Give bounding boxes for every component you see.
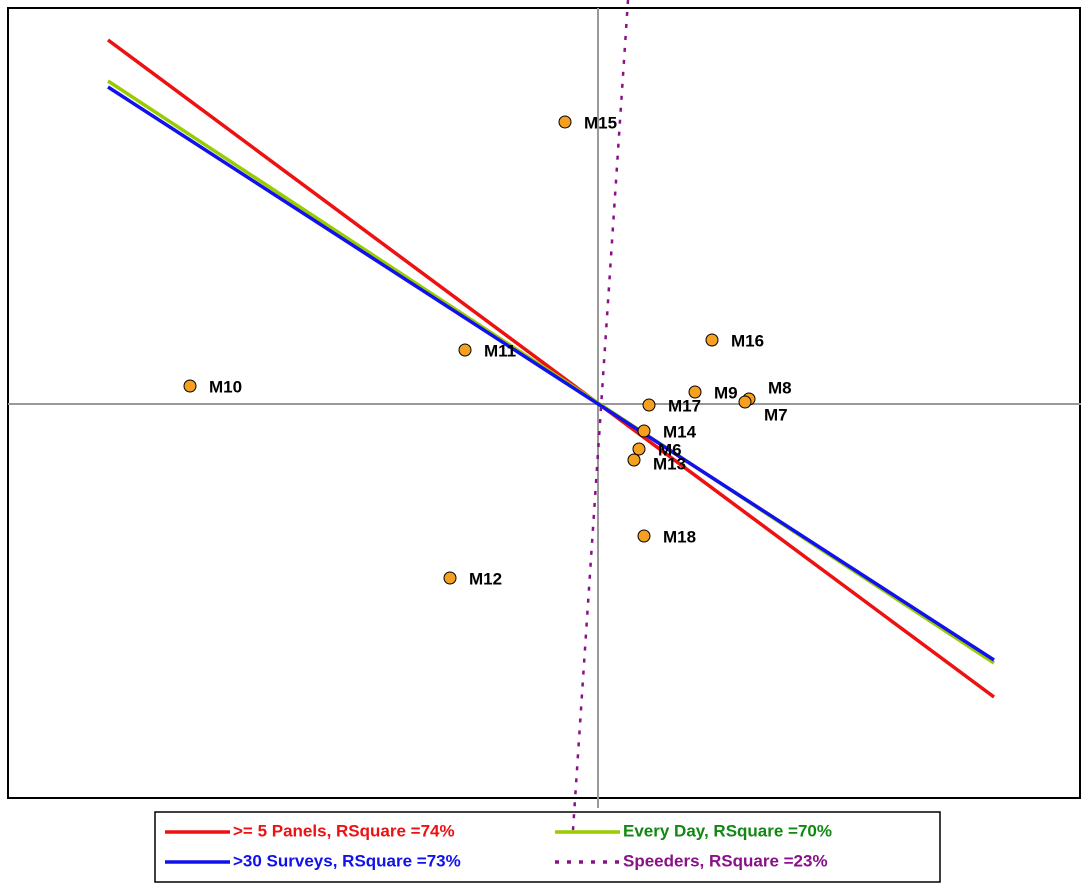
data-point bbox=[688, 385, 702, 399]
point-label: M12 bbox=[469, 569, 502, 588]
data-point bbox=[705, 333, 719, 347]
legend-label: Speeders, RSquare =23% bbox=[623, 851, 828, 870]
point-label: M10 bbox=[209, 377, 242, 396]
data-point bbox=[443, 571, 457, 585]
data-point bbox=[627, 453, 641, 467]
point-label: M9 bbox=[714, 383, 738, 402]
point-label: M6 bbox=[658, 440, 682, 459]
point-label: M14 bbox=[663, 422, 697, 441]
point-label: M8 bbox=[768, 378, 792, 397]
data-point bbox=[632, 442, 646, 456]
legend-label: >= 5 Panels, RSquare =74% bbox=[233, 821, 455, 840]
data-point bbox=[183, 379, 197, 393]
data-point bbox=[458, 343, 472, 357]
trend-line bbox=[107, 85, 995, 662]
data-point bbox=[642, 398, 656, 412]
data-point bbox=[738, 395, 752, 409]
data-point bbox=[637, 529, 651, 543]
point-label: M18 bbox=[663, 527, 696, 546]
point-label: M15 bbox=[584, 113, 617, 132]
point-label: M7 bbox=[764, 405, 788, 424]
point-label: M13 bbox=[653, 454, 686, 473]
data-point bbox=[637, 424, 651, 438]
point-label: M16 bbox=[731, 331, 764, 350]
legend-label: Every Day, RSquare =70% bbox=[623, 821, 832, 840]
point-label: M17 bbox=[668, 396, 701, 415]
legend-box bbox=[154, 811, 941, 883]
legend-label: >30 Surveys, RSquare =73% bbox=[233, 851, 461, 870]
point-label: M11 bbox=[484, 341, 516, 360]
data-point bbox=[558, 115, 572, 129]
trend-line bbox=[106, 38, 996, 699]
